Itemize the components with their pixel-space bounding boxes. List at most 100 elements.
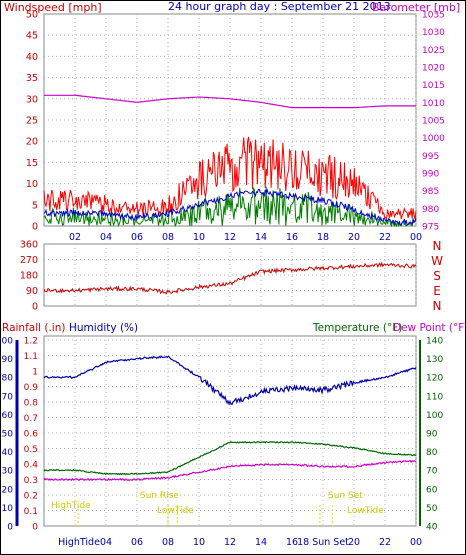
panel1-x-tick: 06 <box>131 232 143 243</box>
panel1-x-tick: 08 <box>162 232 174 243</box>
panel3-x-tick: 10 <box>193 537 205 548</box>
panel1-baro-tick: 985 <box>422 187 439 197</box>
panel2-frame <box>43 243 417 307</box>
annotation-label: LowTide <box>157 506 194 516</box>
panel3-rain-tick: 0.4 <box>24 461 39 471</box>
panel3-humidity-tick: 70 <box>2 392 14 402</box>
panel2-degree-axis: 0 90 180 270 360 <box>20 240 38 313</box>
panel3-x-tick: 12 <box>224 537 236 548</box>
panel1-wind-tick: 25 <box>26 116 38 127</box>
panel1-baro-tick: 1015 <box>422 81 445 91</box>
panel1-baro-tick: 990 <box>422 170 439 180</box>
panel3-x-axis: HighTide 04 06 08 10 12 14 16 18 Sun Set 20 22 00 <box>58 537 422 548</box>
panel1-wind-axis: 0 5 10 15 20 25 30 35 40 45 50 <box>26 10 38 233</box>
panel1-wind-tick: 15 <box>26 158 38 169</box>
panel2-degree-tick: 360 <box>20 240 38 251</box>
panel1-baro-tick: 1035 <box>422 11 445 21</box>
panel1-x-tick: 04 <box>100 232 112 243</box>
panel3-temperature-tick: 110 <box>426 392 443 402</box>
panel1-x-tick: 12 <box>224 232 236 243</box>
panel3-temperature-axis: 40 50 60 70 80 90 100 110 120 130 140 <box>419 337 443 533</box>
panel3-rain-tick: 0 <box>32 523 38 533</box>
graph-title: 24 hour graph day : September 21 2013 <box>168 0 391 13</box>
panel1-x-axis: 02 04 06 08 10 12 14 16 18 20 22 00 <box>69 232 422 243</box>
panel1-wind-tick: 10 <box>26 179 38 190</box>
panel1-x-tick: 02 <box>69 232 81 243</box>
annotation-label: Sun Set <box>328 491 363 501</box>
rainfall-label: Rainfall (.in) <box>2 322 65 334</box>
panel3-temperature-tick: 90 <box>426 430 438 440</box>
series-temperature <box>43 440 417 476</box>
panel1-baro-axis: 975 980 985 990 995 1000 1005 1010 1015 1020 1025 1… <box>422 11 445 233</box>
panel1-x-tick: 22 <box>379 232 391 243</box>
panel3-x-tick: 08 <box>162 537 174 548</box>
panel3-humidity-tick: 20 <box>2 485 14 495</box>
panel3-temperature-tick: 60 <box>426 485 438 495</box>
humidity-temperature-panel: 0102030405060708090100 00.10.20.30.40.50… <box>0 335 443 548</box>
panel3-humidity-tick: 0 <box>7 523 13 533</box>
panel3-humidity-tick: 90 <box>2 355 14 365</box>
panel3-x-tick: 04 <box>100 537 112 548</box>
panel1-baro-tick: 1025 <box>422 46 445 56</box>
compass-letter: N <box>433 239 442 253</box>
humidity-label: Humidity (%) <box>69 322 138 334</box>
compass-letter: N <box>433 299 442 313</box>
panel1-baro-tick: 980 <box>422 205 439 215</box>
panel1-wind-tick: 20 <box>26 137 38 148</box>
panel1-x-tick: 14 <box>255 232 267 243</box>
panel1-baro-tick: 1005 <box>422 117 445 127</box>
panel3-rain-tick: 1.1 <box>24 352 38 362</box>
panel1-baro-tick: 1000 <box>422 134 445 144</box>
panel3-humidity-tick: 40 <box>2 448 14 458</box>
panel1-baro-tick: 1010 <box>422 99 445 109</box>
panel3-humidity-tick: 100 <box>0 337 13 347</box>
panel1-x-tick: 16 <box>286 232 298 243</box>
panel1-x-tick: 18 <box>317 232 329 243</box>
panel3-temperature-tick: 70 <box>426 467 438 477</box>
panel3-x-tick: 18 Sun Set <box>297 537 349 548</box>
series-humidity <box>43 355 417 406</box>
panel3-humidity-tick: 60 <box>2 411 14 421</box>
panel3-humidity-tick: 80 <box>2 374 14 384</box>
panel1-x-tick: 00 <box>410 232 422 243</box>
panel3-humidity-tick: 30 <box>2 467 14 477</box>
panel1-series <box>43 94 417 228</box>
panel1-wind-tick: 35 <box>26 73 38 84</box>
annotation-label: HighTide <box>51 501 91 511</box>
panel3-frame <box>43 335 417 527</box>
compass-letter: S <box>433 269 441 283</box>
panel2-degree-tick: 90 <box>26 286 38 297</box>
barometer-label: Barometer [mb] <box>372 1 460 14</box>
panel1-wind-tick: 40 <box>26 52 38 63</box>
panel3-x-tick: 06 <box>131 537 143 548</box>
panel3-rain-tick: 0.5 <box>24 445 38 455</box>
temperature-label: Temperature (°F) <box>312 322 402 334</box>
series-wind-gust <box>43 136 417 221</box>
panel3-x-tick: 22 <box>379 537 391 548</box>
panel3-rain-tick: 1 <box>32 368 38 378</box>
series-dewpoint <box>43 459 417 481</box>
panel1-wind-tick: 50 <box>26 10 38 21</box>
panel1-baro-tick: 995 <box>422 152 439 162</box>
panel1-wind-tick: 0 <box>32 222 38 233</box>
panel2-degree-tick: 270 <box>20 255 38 266</box>
panel3-x-tick: HighTide <box>58 537 100 548</box>
series-wind-direction <box>43 261 417 295</box>
compass-letter: E <box>433 284 441 298</box>
panel3-rain-tick: 0.8 <box>24 399 39 409</box>
panel3-x-tick: 14 <box>255 537 267 548</box>
annotation-label: LowTide <box>347 506 384 516</box>
panel1-baro-tick: 1030 <box>422 28 445 38</box>
panel3-humidity-tick: 10 <box>2 504 14 514</box>
panel3-x-tick: 00 <box>410 537 422 548</box>
panel3-temperature-tick: 120 <box>426 374 443 384</box>
panel1-baro-tick: 1020 <box>422 64 445 74</box>
panel3-tide-sun-annotations: HighTide Sun Rise LowTide Sun Set LowTide <box>51 491 384 526</box>
panel3-temperature-tick: 40 <box>426 523 438 533</box>
panel3-grid <box>44 339 417 526</box>
panel1-wind-tick: 30 <box>26 94 38 105</box>
panel3-rain-tick: 0.3 <box>24 476 38 486</box>
